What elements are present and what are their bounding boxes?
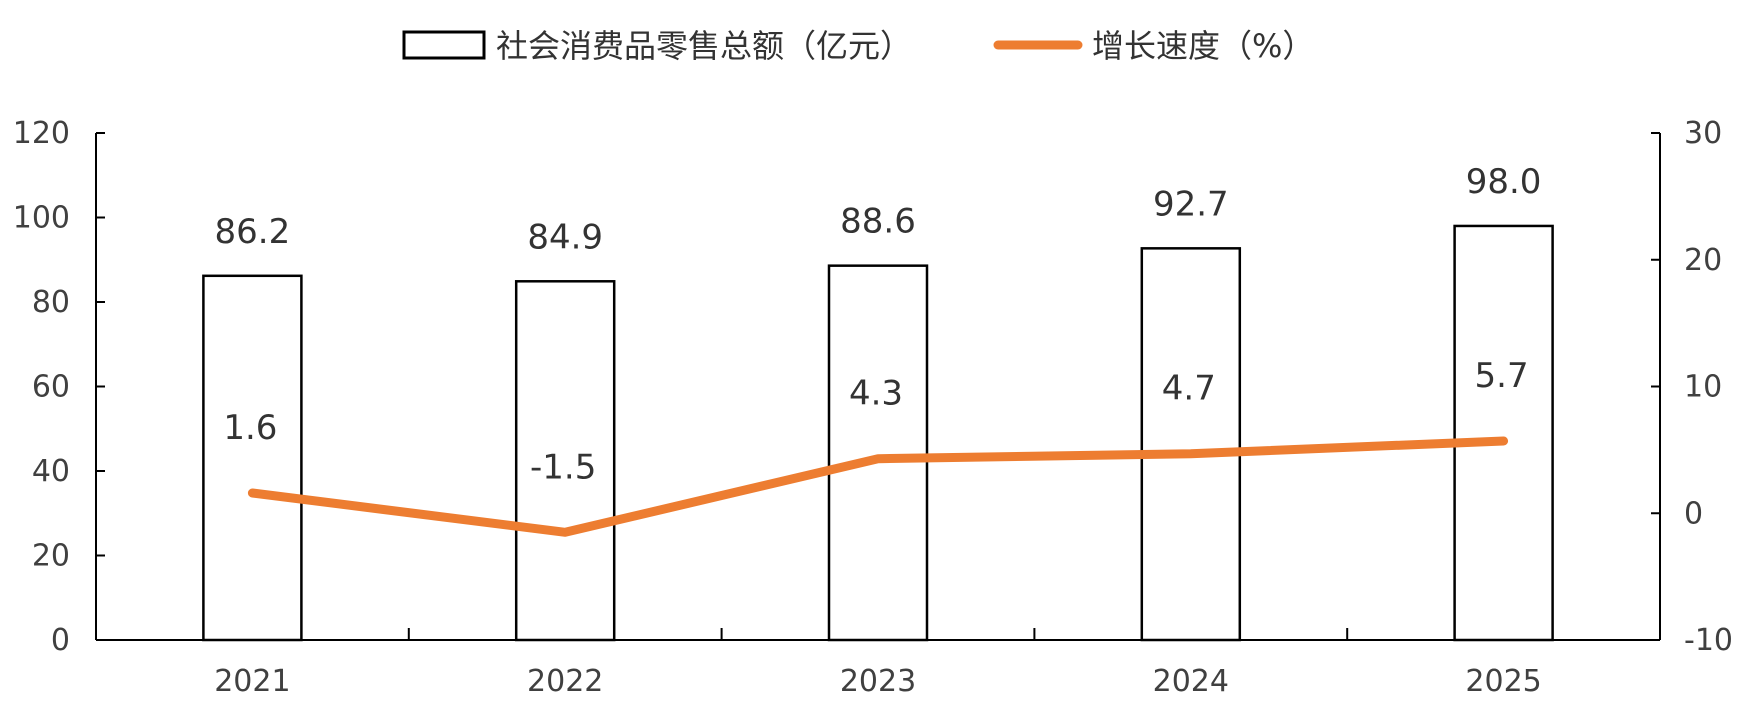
y-left-tick-label: 0 (51, 623, 70, 658)
y-left-tick-label: 80 (32, 285, 70, 320)
line-data-label: 4.7 (1162, 369, 1216, 409)
x-tick-label: 2022 (527, 664, 603, 699)
y-left-tick-label: 100 (13, 201, 70, 236)
growth-rate-point-2022 (564, 531, 567, 534)
bar-data-label: 88.6 (840, 202, 916, 242)
growth-rate-point-2024 (1189, 452, 1192, 455)
x-tick-label: 2023 (840, 664, 916, 699)
x-tick-label: 2021 (214, 664, 290, 699)
y-right-tick-label: 20 (1684, 243, 1722, 278)
plot-area: 0 20 40 60 80 100 120 -10 0 10 20 30 2021 2022 2023 202… (13, 116, 1733, 699)
y-right-tick-label: -10 (1684, 623, 1733, 658)
bar-2023 (827, 264, 929, 642)
x-tick-label: 2024 (1153, 664, 1229, 699)
legend: 社会消费品零售总额（亿元） 增长速度（%） (402, 27, 1314, 65)
bar-data-label: 92.7 (1153, 184, 1229, 224)
legend-bar-swatch (402, 30, 486, 60)
legend-line-label: 增长速度（%） (1092, 27, 1314, 65)
bar-2025 (1453, 224, 1554, 642)
growth-rate-point-2025 (1502, 440, 1505, 443)
bar-data-label: 84.9 (527, 217, 603, 257)
growth-rate-point-2023 (877, 457, 879, 460)
line-data-label: 1.6 (223, 408, 277, 448)
x-tick-label: 2025 (1465, 664, 1541, 699)
y-left-tick-label: 20 (32, 539, 70, 574)
bar-data-label: 86.2 (215, 212, 291, 252)
y-right-tick-label: 30 (1684, 116, 1722, 151)
line-data-label: 5.7 (1475, 356, 1529, 396)
y-left-tick-label: 60 (32, 370, 70, 405)
line-data-label: -1.5 (530, 447, 596, 487)
bar-data-label: 98.0 (1466, 162, 1542, 202)
growth-rate-point-2021 (251, 491, 254, 494)
y-left-tick-label: 40 (32, 454, 70, 489)
legend-bar-label: 社会消费品零售总额（亿元） (496, 27, 912, 65)
line-data-label: 4.3 (849, 374, 903, 414)
y-right-tick-label: 10 (1684, 370, 1722, 405)
bar-2021 (202, 274, 303, 642)
y-left-tick-label: 120 (13, 116, 70, 151)
y-right-tick-label: 0 (1684, 496, 1703, 531)
bar-2024 (1140, 247, 1242, 642)
